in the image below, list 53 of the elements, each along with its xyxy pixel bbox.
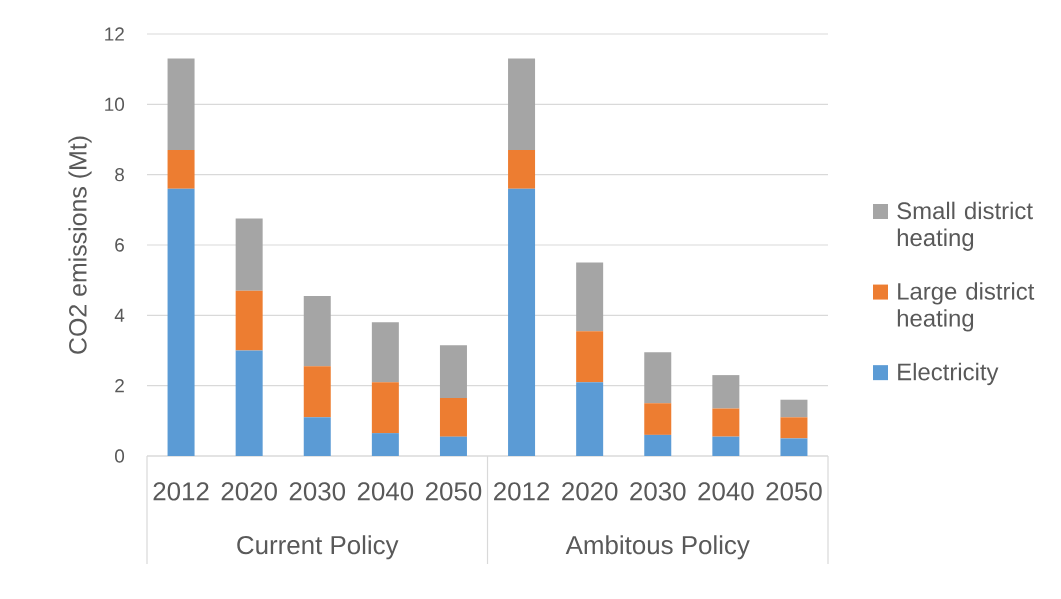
bar	[303, 295, 331, 367]
bar	[167, 58, 195, 151]
bar	[235, 290, 263, 351]
bar	[303, 366, 331, 418]
bar	[576, 382, 604, 456]
bar	[712, 436, 740, 456]
bar	[780, 399, 808, 418]
x-tick-label: 2050	[766, 482, 822, 501]
bar	[644, 352, 672, 404]
y-tick-label: 10	[105, 97, 125, 112]
legend-label: Large district heating	[897, 282, 1035, 332]
x-tick-label: 2040	[698, 482, 754, 501]
bar	[508, 150, 536, 189]
x-tick-label: 2012	[494, 482, 550, 501]
bar	[576, 262, 604, 332]
bar	[235, 218, 263, 291]
x-tick-label: 2030	[630, 482, 686, 501]
bar	[712, 375, 740, 409]
x-tick-label: 2030	[289, 482, 346, 501]
x-tick-label: 2012	[153, 482, 209, 501]
text: Current Policy	[237, 535, 399, 560]
bar	[644, 434, 672, 456]
y-tick-label: 6	[115, 238, 124, 252]
x-tick-label: 2050	[425, 482, 482, 501]
bar	[371, 382, 399, 434]
bar	[439, 397, 467, 437]
bar	[712, 408, 740, 437]
x-tick-label: 2020	[221, 482, 277, 501]
y-axis-title: CO2 emissions (Mt)	[68, 136, 92, 354]
bar	[303, 417, 331, 456]
bar	[780, 438, 808, 456]
legend-label: Electricity	[898, 362, 999, 386]
bar	[439, 345, 467, 398]
bar	[167, 188, 195, 456]
bar	[439, 436, 467, 456]
bar	[644, 403, 672, 435]
y-tick-label: 8	[115, 167, 124, 182]
bar	[371, 322, 399, 383]
y-tick-label: 12	[105, 27, 124, 41]
bar	[576, 331, 604, 383]
bar	[235, 350, 263, 456]
bar	[371, 433, 399, 456]
y-tick-label: 2	[115, 379, 124, 393]
legend-label: Small district heating	[897, 201, 1033, 251]
y-tick-label: 0	[115, 449, 125, 463]
bar	[508, 58, 536, 151]
bar	[780, 417, 808, 439]
bar	[167, 150, 195, 189]
text: Ambitous Policy	[565, 535, 750, 560]
y-tick-label: 4	[114, 308, 125, 322]
x-tick-label: 2040	[357, 482, 414, 501]
x-tick-label: 2020	[562, 482, 618, 501]
bar	[508, 188, 536, 456]
